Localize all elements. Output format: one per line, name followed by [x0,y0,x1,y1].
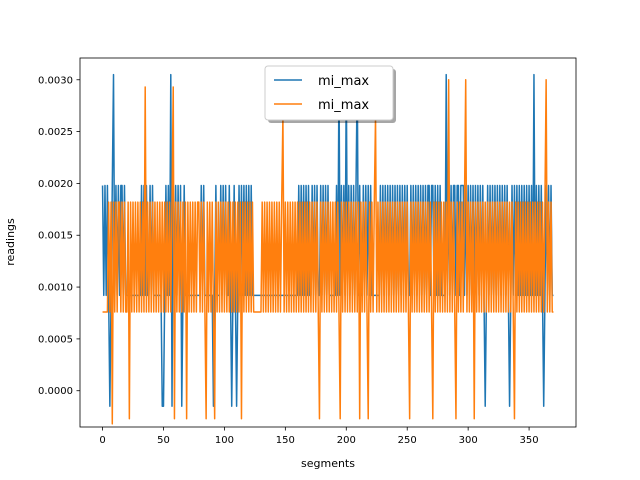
x-tick-label: 0 [99,435,105,446]
x-tick-label: 150 [276,435,295,446]
series-layer [101,73,554,425]
y-tick-label: 0.0025 [38,127,73,138]
y-tick-label: 0.0000 [38,386,73,397]
y-tick-label: 0.0020 [38,179,73,190]
x-axis-label: segments [301,457,355,470]
legend-label-0: mi_max [318,74,369,89]
y-axis-ticks: 0.0000 0.0005 0.0010 0.0015 0.0020 0.0025 0.00… [38,75,80,397]
x-tick-label: 200 [337,435,356,446]
x-tick-label: 350 [520,435,539,446]
x-axis-ticks: 0 50 100 150 200 250 300 350 [99,427,539,446]
y-tick-label: 0.0005 [38,334,73,345]
x-tick-label: 50 [157,435,170,446]
legend-label-1: mi_max [318,98,369,113]
series-line-1 [102,79,554,425]
axes-frame [79,57,577,428]
x-tick-label: 100 [215,435,234,446]
y-tick-label: 0.0030 [38,75,73,86]
x-tick-label: 300 [459,435,478,446]
legend: mi_max mi_max [264,65,396,123]
x-tick-label: 250 [398,435,417,446]
y-axis-label: readings [4,218,17,266]
y-tick-label: 0.0010 [38,283,73,294]
y-tick-label: 0.0015 [38,231,73,242]
